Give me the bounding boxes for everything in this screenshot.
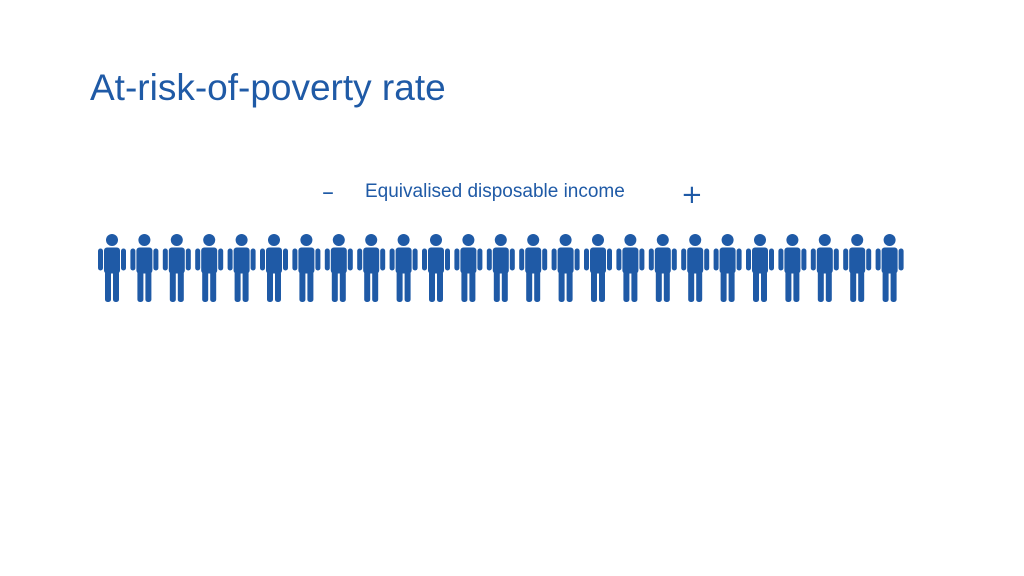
person-icon: [195, 234, 224, 302]
person-icon: [551, 234, 580, 302]
people-row: [97, 233, 909, 305]
person-icon: [227, 234, 256, 302]
person-icon: [486, 234, 515, 302]
person-icon: [810, 234, 839, 302]
person-icon: [357, 234, 386, 302]
person-icon: [843, 234, 872, 302]
person-icon: [454, 234, 483, 302]
person-icon: [648, 234, 677, 302]
person-icon: [130, 234, 159, 302]
person-icon: [98, 234, 126, 302]
person-icon: [713, 234, 742, 302]
person-icon: [324, 234, 353, 302]
income-axis: – Equivalised disposable income +: [318, 176, 708, 212]
person-icon: [584, 234, 612, 302]
person-icon: [260, 234, 288, 302]
person-icon: [681, 234, 710, 302]
person-icon: [746, 234, 774, 302]
people-icons: [98, 234, 904, 302]
person-icon: [519, 234, 548, 302]
person-icon: [422, 234, 450, 302]
plus-sign: +: [681, 180, 703, 210]
person-icon: [389, 234, 418, 302]
person-icon: [292, 234, 321, 302]
person-icon: [778, 234, 807, 302]
income-axis-label: Equivalised disposable income: [365, 181, 625, 202]
person-icon: [616, 234, 645, 302]
person-icon: [875, 234, 904, 302]
slide-title: At-risk-of-poverty rate: [90, 67, 446, 108]
minus-sign: –: [322, 178, 334, 206]
person-icon: [162, 234, 191, 302]
